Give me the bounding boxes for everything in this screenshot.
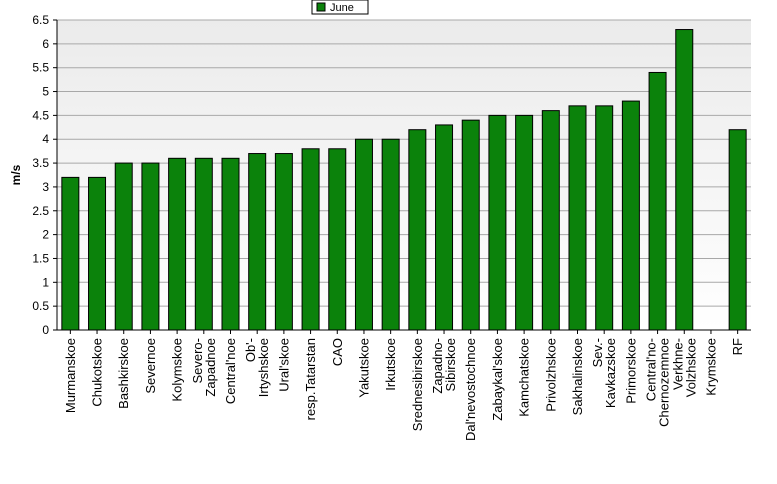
x-tick-label: Irkutskoe (383, 338, 398, 391)
bar[interactable] (168, 157, 187, 331)
x-tick-label: Bashkirskoe (116, 338, 131, 409)
bar[interactable] (488, 114, 507, 331)
x-tick-label: Srednesibirskoe (410, 338, 425, 431)
y-tick-label: 5 (42, 85, 49, 99)
x-tick-label: Central'noe (223, 338, 238, 404)
y-tick-label: 5.5 (32, 61, 49, 75)
bar[interactable] (675, 29, 694, 331)
x-tick-label: Murmanskoe (63, 338, 78, 413)
bar[interactable] (541, 110, 560, 331)
y-tick-labels: 0 0.5 1 1.5 2 2.5 3 3.5 4 4.5 5 5.5 6 6.5 (32, 13, 49, 337)
bar[interactable] (354, 138, 373, 331)
bar[interactable] (61, 176, 80, 331)
y-tick-label: 3 (42, 180, 49, 194)
x-tick-label: Primorskoe (623, 338, 638, 404)
x-tick-label: Sev.-Kavkazskoe (590, 338, 618, 408)
legend-frame (311, 0, 369, 15)
bar[interactable] (221, 157, 240, 331)
y-tick-label: 0 (42, 323, 49, 337)
y-tick-label: 2.5 (32, 204, 49, 218)
bar[interactable] (301, 148, 320, 331)
x-tick-label: Severo-Zapadnoe (190, 338, 218, 397)
bar[interactable] (194, 157, 213, 331)
bar[interactable] (461, 119, 480, 331)
x-tick-label: Severnoe (143, 338, 158, 394)
x-tick-label: RF (730, 338, 745, 355)
bar[interactable] (248, 153, 267, 331)
x-tick-label: Kamchatskoe (517, 338, 532, 417)
x-tick-label: Ob'-Irtyshskoe (243, 338, 271, 397)
x-tick-label: Central'no-Chernozemnoe (644, 338, 672, 427)
bar[interactable] (728, 129, 747, 331)
x-tick-label: Krymskoe (703, 338, 718, 396)
bar[interactable] (328, 148, 347, 331)
y-tick-label: 0.5 (32, 299, 49, 313)
y-tick-label: 6.5 (32, 13, 49, 27)
x-tick-label: Privolzhskoe (543, 338, 558, 412)
bar[interactable] (114, 162, 133, 331)
bar[interactable] (515, 114, 534, 331)
bar[interactable] (648, 71, 667, 331)
x-tick-label: Zapadno-Sibirskoe (430, 338, 458, 394)
x-tick-label: Zabaykal'skoe (490, 338, 505, 421)
plot-area (57, 20, 751, 330)
y-axis-label: m/s (9, 164, 23, 185)
x-tick-label: CAO (330, 338, 345, 366)
y-tick-label: 1.5 (32, 251, 49, 265)
bar[interactable] (408, 129, 427, 331)
bar[interactable] (595, 105, 614, 331)
x-tick-label: Verkhne-Volzhskoe (670, 338, 698, 397)
y-tick-label: 1 (42, 275, 49, 289)
x-tick-label: Sakhalinskoe (570, 338, 585, 415)
y-tick-label: 6 (42, 37, 49, 51)
y-tick-label: 4.5 (32, 108, 49, 122)
bar[interactable] (274, 153, 293, 331)
x-tick-label: Kolymskoe (170, 338, 185, 402)
bar[interactable] (568, 105, 587, 331)
x-tick-label: resp.Tatarstan (303, 338, 318, 420)
legend-swatch-june (316, 2, 326, 12)
x-tick-label: Dal'nevostochnoe (463, 338, 478, 441)
bars (61, 29, 747, 331)
legend-label-june: June (330, 2, 354, 14)
x-tick-labels: Murmanskoe Chukotskoe Bashkirskoe Severnoe K… (63, 330, 745, 441)
bar[interactable] (621, 100, 640, 331)
legend[interactable]: June (311, 0, 369, 15)
bar[interactable] (381, 138, 400, 331)
bar[interactable] (435, 124, 454, 331)
x-tick-label: Yakutskoe (356, 338, 371, 398)
y-tick-label: 4 (42, 132, 49, 146)
axes (56, 20, 751, 331)
x-tick-label: Ural'skoe (276, 338, 291, 392)
y-tick-label: 2 (42, 228, 49, 242)
bar[interactable] (88, 176, 107, 331)
bar[interactable] (141, 162, 160, 331)
y-tick-label: 3.5 (32, 156, 49, 170)
x-tick-label: Chukotskoe (90, 338, 105, 407)
